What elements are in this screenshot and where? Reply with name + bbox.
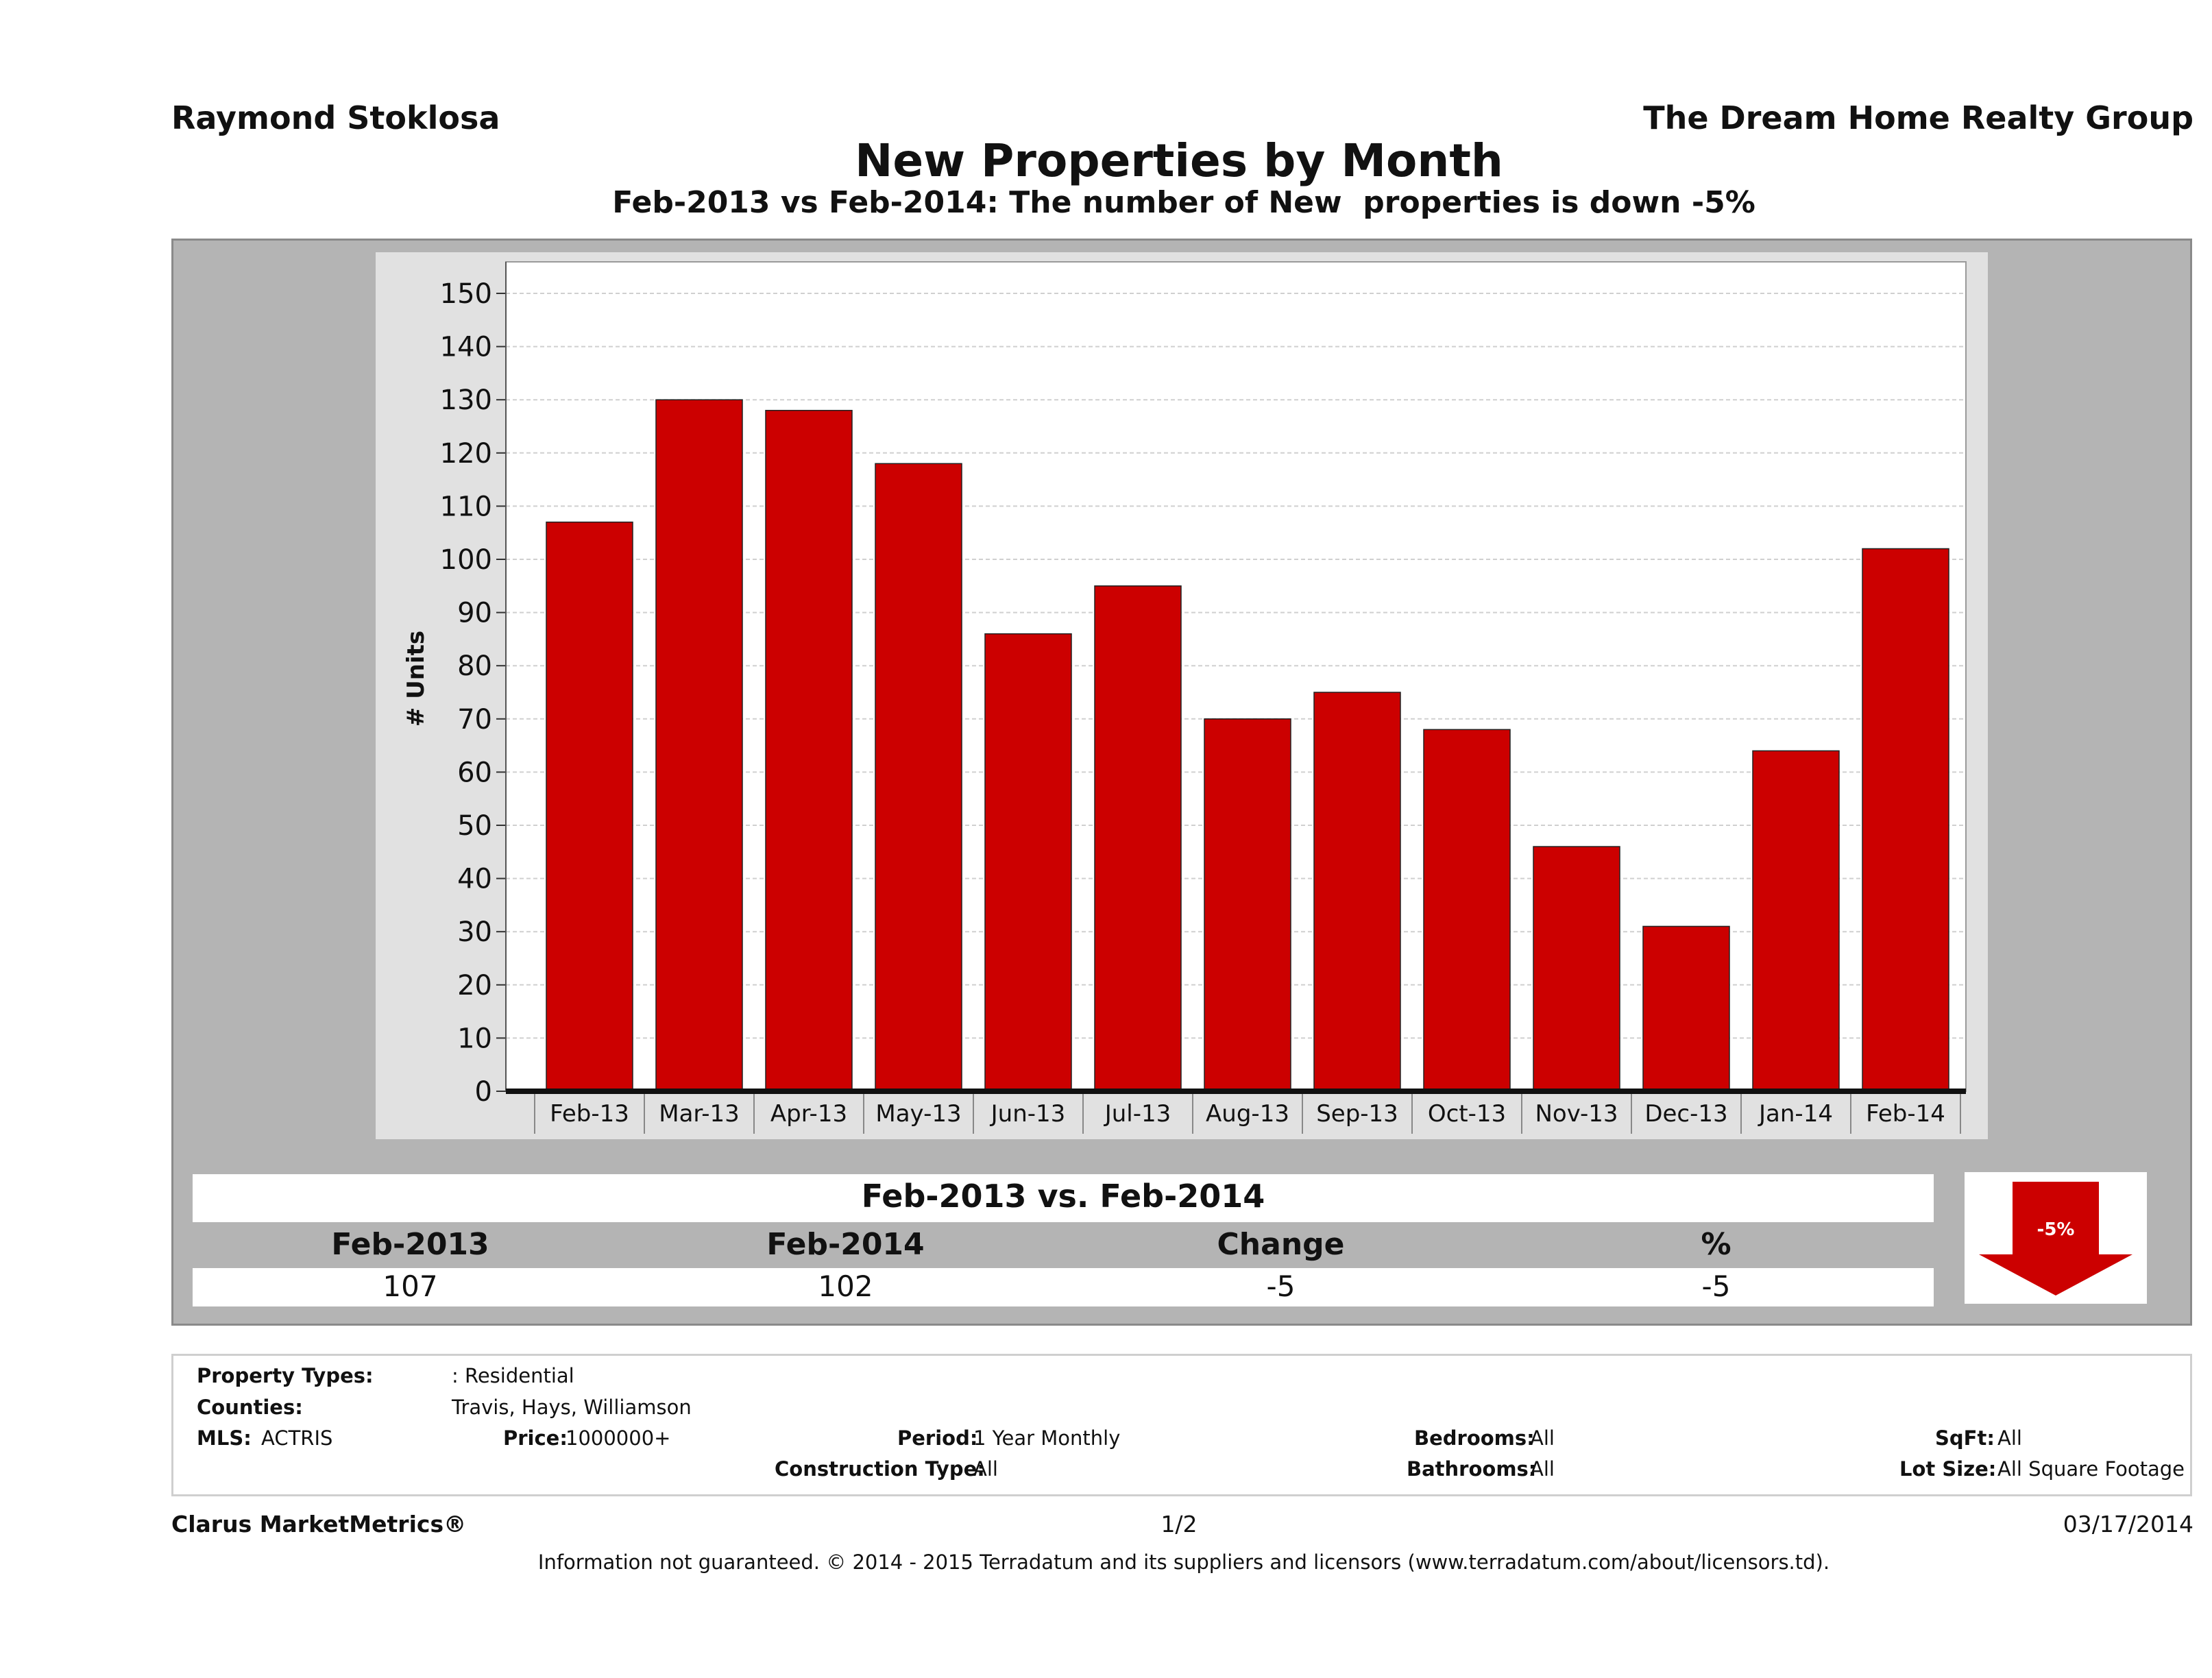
x-tick-label: Jun-13 bbox=[990, 1100, 1066, 1128]
bar-jun-13 bbox=[984, 633, 1072, 1092]
period-label: Period: bbox=[897, 1426, 978, 1450]
price-label: Price: bbox=[503, 1426, 568, 1450]
filters-panel bbox=[171, 1354, 2192, 1496]
y-tick-label: 70 bbox=[457, 704, 492, 735]
x-tick-label: Oct-13 bbox=[1428, 1100, 1506, 1128]
header-change: Change bbox=[1217, 1227, 1345, 1262]
down-arrow-icon: -5% bbox=[1979, 1182, 2132, 1296]
property-types-label: Property Types: bbox=[197, 1364, 374, 1387]
x-tick-label: Feb-14 bbox=[1866, 1100, 1945, 1128]
construction-value: All bbox=[973, 1457, 998, 1481]
bar-jan-14 bbox=[1752, 750, 1840, 1092]
property-types-value: : Residential bbox=[452, 1364, 574, 1387]
x-tick-label: Dec-13 bbox=[1644, 1100, 1727, 1128]
bar-dec-13 bbox=[1642, 925, 1730, 1092]
x-tick-label: Jul-13 bbox=[1104, 1100, 1171, 1128]
counties-label: Counties: bbox=[197, 1396, 303, 1419]
bedrooms-value: All bbox=[1530, 1426, 1555, 1450]
x-tick-label: Sep-13 bbox=[1316, 1100, 1398, 1128]
construction-label: Construction Type: bbox=[775, 1457, 985, 1481]
chart-title: New Properties by Month bbox=[855, 134, 1503, 187]
agent-name: Raymond Stoklosa bbox=[171, 99, 500, 136]
y-tick-label: 10 bbox=[457, 1023, 492, 1054]
y-tick-label: 130 bbox=[440, 385, 492, 416]
y-tick-label: 100 bbox=[440, 544, 492, 576]
report-date: 03/17/2014 bbox=[2063, 1511, 2193, 1537]
bars bbox=[546, 399, 1949, 1092]
bathrooms-label: Bathrooms: bbox=[1407, 1457, 1537, 1481]
change-badge-label: -5% bbox=[2037, 1219, 2075, 1240]
bar-nov-13 bbox=[1533, 846, 1620, 1092]
y-tick-label: 110 bbox=[440, 491, 492, 522]
y-tick-label: 50 bbox=[457, 810, 492, 842]
bar-aug-13 bbox=[1204, 718, 1291, 1092]
header-feb-2014: Feb-2014 bbox=[766, 1227, 925, 1262]
y-tick-label: 0 bbox=[475, 1076, 492, 1108]
y-tick-label: 150 bbox=[440, 278, 492, 310]
counties-value: Travis, Hays, Williamson bbox=[452, 1396, 692, 1419]
value-change: -5 bbox=[1266, 1269, 1296, 1303]
period-value: 1 Year Monthly bbox=[973, 1426, 1121, 1450]
bar-feb-13 bbox=[546, 521, 633, 1092]
bar-may-13 bbox=[875, 463, 962, 1092]
value-feb-2013: 107 bbox=[382, 1269, 438, 1303]
mls-label: MLS: bbox=[197, 1426, 252, 1450]
axes: 0 10 20 30 40 50 60 70 80 90 100 110 120 130 140 150 Feb… bbox=[440, 262, 1966, 1134]
x-tick-label: Apr-13 bbox=[770, 1100, 847, 1128]
x-tick-label: Aug-13 bbox=[1206, 1100, 1289, 1128]
price-value: 1000000+ bbox=[566, 1426, 671, 1450]
y-tick-label: 90 bbox=[457, 598, 492, 629]
value-feb-2014: 102 bbox=[818, 1269, 873, 1303]
y-tick-label: 80 bbox=[457, 650, 492, 682]
comparison-title: Feb-2013 vs. Feb-2014 bbox=[861, 1178, 1265, 1215]
header-percent: % bbox=[1701, 1227, 1731, 1262]
x-tick-label: Jan-14 bbox=[1758, 1100, 1833, 1128]
bar-jul-13 bbox=[1094, 585, 1182, 1092]
header-feb-2013: Feb-2013 bbox=[331, 1227, 489, 1262]
y-tick-label: 60 bbox=[457, 757, 492, 788]
y-axis-label: # Units bbox=[402, 631, 430, 727]
y-tick-label: 30 bbox=[457, 916, 492, 948]
footer-disclaimer: Information not guaranteed. © 2014 - 201… bbox=[537, 1551, 1830, 1574]
page-number: 1/2 bbox=[1160, 1511, 1198, 1537]
y-tick-label: 140 bbox=[440, 332, 492, 363]
sqft-label: SqFt: bbox=[1935, 1426, 1995, 1450]
y-tick-label: 20 bbox=[457, 970, 492, 1001]
footer-brand: Clarus MarketMetrics® bbox=[171, 1511, 467, 1537]
mls-value: ACTRIS bbox=[261, 1426, 333, 1450]
lot-size-value: All Square Footage bbox=[1997, 1457, 2185, 1481]
bar-mar-13 bbox=[655, 399, 743, 1092]
x-tick-label: Feb-13 bbox=[550, 1100, 629, 1128]
bar-oct-13 bbox=[1423, 729, 1511, 1092]
bathrooms-value: All bbox=[1530, 1457, 1555, 1481]
y-tick-label: 120 bbox=[440, 438, 492, 470]
x-tick-label: May-13 bbox=[875, 1100, 961, 1128]
bar-feb-14 bbox=[1862, 548, 1949, 1092]
comparison-value-row bbox=[193, 1268, 1934, 1306]
x-tick-label: Mar-13 bbox=[659, 1100, 740, 1128]
lot-size-label: Lot Size: bbox=[1899, 1457, 1997, 1481]
company-name: The Dream Home Realty Group bbox=[1643, 99, 2193, 136]
value-percent: -5 bbox=[1701, 1269, 1731, 1303]
bedrooms-label: Bedrooms: bbox=[1414, 1426, 1535, 1450]
y-tick-label: 40 bbox=[457, 864, 492, 895]
chart-subtitle: Feb-2013 vs Feb-2014: The number of New … bbox=[612, 185, 1755, 220]
bar-apr-13 bbox=[765, 409, 853, 1092]
x-tick-label: Nov-13 bbox=[1535, 1100, 1618, 1128]
comparison-title-row bbox=[193, 1174, 1934, 1222]
sqft-value: All bbox=[1997, 1426, 2022, 1450]
bar-sep-13 bbox=[1313, 692, 1401, 1092]
